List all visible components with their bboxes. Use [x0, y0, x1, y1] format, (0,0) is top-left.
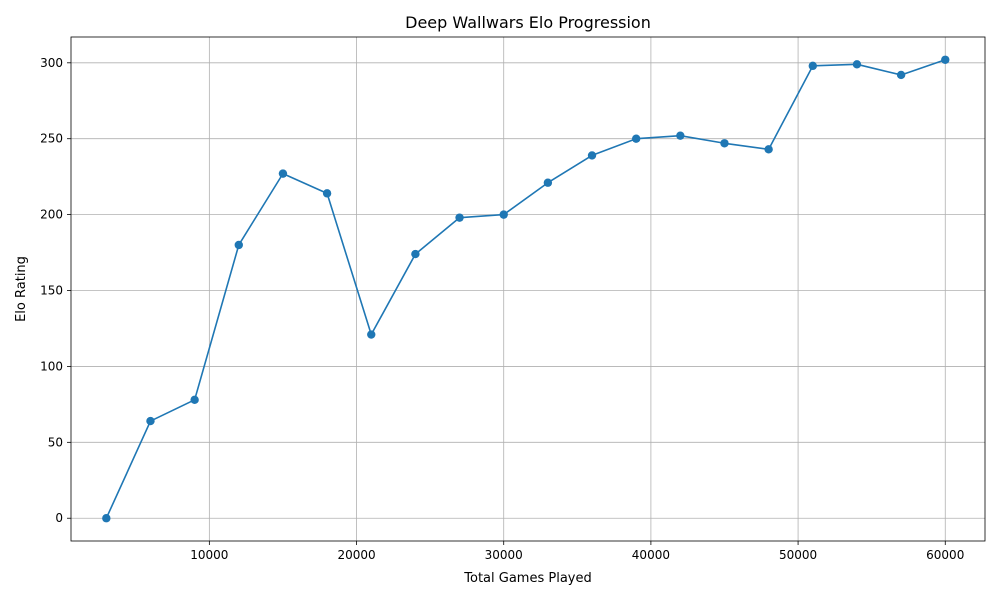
data-point: [587, 151, 597, 160]
y-tick-label: 50: [48, 435, 63, 449]
x-tick-label: 60000: [926, 548, 964, 562]
x-tick-label: 40000: [632, 548, 670, 562]
grid: [71, 37, 985, 541]
data-point: [676, 131, 685, 140]
y-tick-label: 150: [40, 284, 63, 298]
x-tick-label: 10000: [190, 548, 228, 562]
y-tick-label: 0: [55, 511, 63, 525]
plot-frame: [70, 36, 986, 542]
data-point: [852, 60, 862, 69]
data-point: [367, 330, 376, 339]
elo-line: [105, 59, 946, 519]
data-point: [941, 55, 950, 64]
data-point: [720, 139, 729, 148]
data-point: [631, 134, 641, 143]
data-point: [278, 169, 288, 178]
data-point: [234, 240, 243, 250]
data-point: [102, 514, 111, 523]
x-tick-label: 20000: [337, 548, 375, 562]
y-tick-label: 100: [40, 359, 63, 373]
y-axis-ticks: 0 50 100 150 200 250 300: [40, 56, 71, 525]
y-axis-label: Elo Rating: [14, 256, 29, 322]
data-point: [543, 178, 553, 187]
y-tick-label: 200: [40, 208, 63, 222]
data-point: [499, 210, 508, 219]
data-point: [411, 249, 420, 259]
data-point: [322, 189, 332, 198]
data-point: [808, 61, 817, 71]
y-tick-label: 300: [40, 56, 63, 70]
y-tick-label: 250: [40, 132, 63, 146]
chart-title: Deep Wallwars Elo Progression: [405, 13, 651, 32]
x-tick-label: 50000: [779, 548, 817, 562]
data-point: [190, 395, 199, 405]
data-point: [896, 70, 906, 80]
data-point: [764, 145, 773, 154]
x-axis-label: Total Games Played: [463, 571, 591, 586]
x-tick-label: 30000: [485, 548, 523, 562]
data-point: [455, 213, 464, 222]
elo-series: [102, 55, 950, 523]
x-axis-ticks: 10000 20000 30000 40000 50000 60000: [190, 541, 964, 562]
data-point: [146, 416, 155, 426]
